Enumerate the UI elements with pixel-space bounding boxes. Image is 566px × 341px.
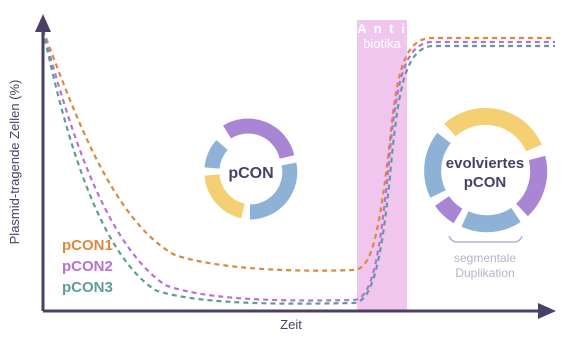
duplication-annotation-line1: segmentale xyxy=(454,251,516,265)
x-axis-arrow-icon xyxy=(538,303,556,319)
plasmid-pcon-icon xyxy=(203,118,299,220)
y-axis-label: Plasmid-tragende Zellen (%) xyxy=(7,80,22,245)
legend-pcon1: pCON1 xyxy=(62,237,113,254)
antibiotic-label-line2: biotika xyxy=(363,36,401,51)
duplication-annotation-line2: Duplikation xyxy=(455,266,514,280)
x-axis-label: Zeit xyxy=(280,317,302,332)
curve-pcon3 xyxy=(41,29,555,305)
plasmid-evolved-icon xyxy=(423,107,548,233)
plasmid-pcon-label: pCON xyxy=(228,165,273,182)
duplication-bracket xyxy=(448,235,523,243)
legend-pcon3: pCON3 xyxy=(62,279,113,296)
curve-pcon1 xyxy=(41,29,555,272)
antibiotic-band xyxy=(357,20,407,311)
plasmid-evolved-label-line1: evolviertes xyxy=(446,155,524,172)
y-axis-arrow-icon xyxy=(35,14,51,32)
antibiotic-label-line1: A n t i xyxy=(357,21,407,36)
plasmid-evolved-label-line2: pCON xyxy=(464,174,507,191)
legend-pcon2: pCON2 xyxy=(62,258,113,275)
